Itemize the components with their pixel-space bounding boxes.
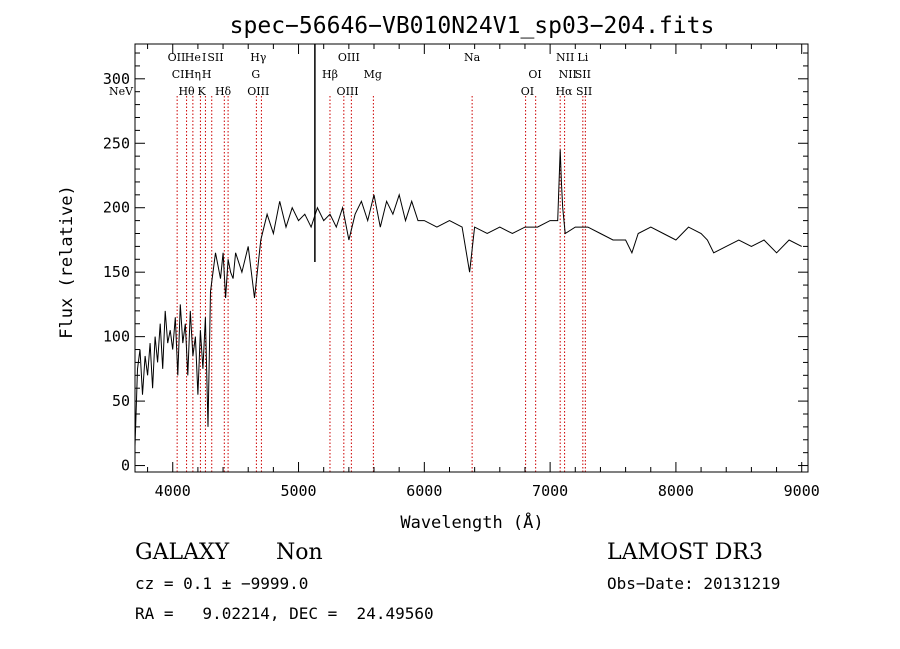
spectral-line-label: K xyxy=(198,85,207,98)
spectral-line-label: Hδ xyxy=(215,85,232,98)
y-tick-label: 0 xyxy=(121,457,130,475)
spectral-line-label: OI xyxy=(528,68,541,81)
y-tick-label: 50 xyxy=(112,392,130,410)
object-type: GALAXY xyxy=(135,540,230,565)
y-axis: 0 50 100 150 200 250 300 xyxy=(103,52,808,475)
spectral-line-label: NII xyxy=(556,51,574,64)
spectral-line-label: Na xyxy=(464,51,481,64)
spectral-line-label: Hβ xyxy=(322,68,338,81)
x-tick-label: 4000 xyxy=(155,482,191,500)
plot-frame xyxy=(134,43,809,473)
survey-name: LAMOST DR3 xyxy=(607,540,763,565)
spectral-line-label: Hγ xyxy=(250,51,267,64)
x-tick-label: 6000 xyxy=(406,482,442,500)
x-axis-label: Wavelength (Å) xyxy=(400,511,543,533)
spectral-line-label: Hη xyxy=(185,68,201,81)
spectral-line-label: Hθ xyxy=(178,85,195,98)
spectral-line-label: H xyxy=(202,68,212,81)
spectral-line-label: CII xyxy=(172,68,189,81)
spectral-line-label: Mg xyxy=(364,68,382,81)
spectral-line-label: OI xyxy=(521,85,534,98)
obs-date: Obs−Date: 20131219 xyxy=(607,574,780,593)
redshift-line: cz = 0.1 ± −9999.0 xyxy=(135,574,308,593)
spectral-line-label: OIII xyxy=(247,85,269,98)
spectral-line-label: OII xyxy=(168,51,186,64)
spectral-line-label: Hα xyxy=(555,85,573,98)
x-tick-label: 8000 xyxy=(658,482,694,500)
x-tick-label: 5000 xyxy=(280,482,316,500)
spectral-line-label: SII xyxy=(575,68,591,81)
spectral-line-label: NeV xyxy=(109,85,134,98)
x-tick-label: 7000 xyxy=(532,482,568,500)
spectral-line-markers xyxy=(176,96,586,472)
spectral-line-label: Li xyxy=(577,51,588,64)
spectral-line-label: He xyxy=(185,51,201,64)
y-tick-label: 250 xyxy=(103,134,130,152)
spectral-line-labels: NeVOIICIIHθHeHηKIHSIIHδHγGOIIIOIIIHβOIII… xyxy=(109,51,592,98)
y-tick-label: 200 xyxy=(103,199,130,217)
x-axis: 4000 5000 6000 7000 8000 9000 xyxy=(147,44,820,500)
spectrum-series-line xyxy=(134,149,802,447)
spectral-line-label: OIII xyxy=(338,51,360,64)
spectral-line-label: SII xyxy=(576,85,592,98)
coordinates: RA = 9.02214, DEC = 24.49560 xyxy=(135,604,434,623)
x-tick-label: 9000 xyxy=(784,482,820,500)
spectral-line-label: OIII xyxy=(337,85,359,98)
object-subclass: Non xyxy=(276,540,323,565)
spectral-line-label: I xyxy=(202,51,206,64)
y-tick-label: 150 xyxy=(103,263,130,281)
y-tick-label: 100 xyxy=(103,328,130,346)
y-axis-label: Flux (relative) xyxy=(57,185,77,339)
y-tick-label: 300 xyxy=(103,70,130,88)
spectral-line-label: G xyxy=(251,68,260,81)
spectral-line-label: SII xyxy=(207,51,223,64)
spectral-line-label: NII xyxy=(559,68,577,81)
chart-title: spec−56646−VB010N24V1_sp03−204.fits xyxy=(230,13,715,39)
